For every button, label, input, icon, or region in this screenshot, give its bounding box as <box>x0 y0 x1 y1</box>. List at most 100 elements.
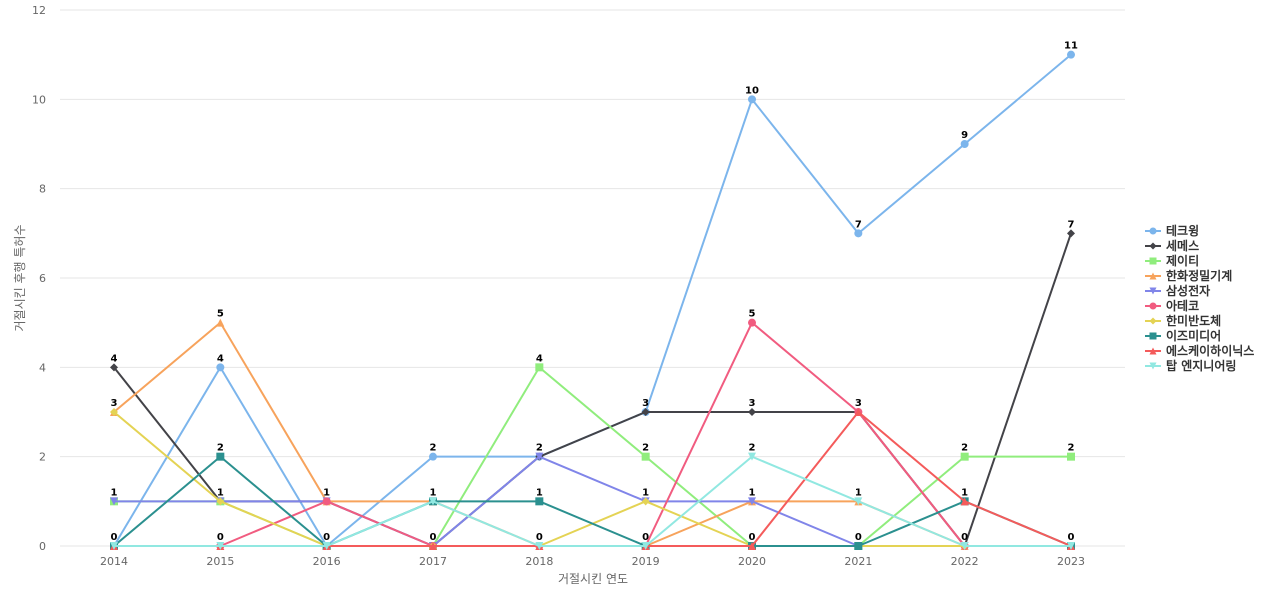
legend-label: 한화정밀기계 <box>1166 268 1232 283</box>
legend-label: 제이티 <box>1166 253 1199 268</box>
data-point-marker <box>1067 542 1075 550</box>
data-label: 0 <box>111 532 118 543</box>
data-label: 2 <box>1068 443 1075 454</box>
data-label: 3 <box>111 398 118 409</box>
y-axis-ticks: 0 2 4 6 8 10 12 <box>32 4 46 553</box>
x-tick-label: 2022 <box>951 555 979 568</box>
data-point-marker <box>429 497 437 506</box>
data-label: 9 <box>961 130 968 141</box>
legend-item[interactable]: 에스케이하이닉스 <box>1145 343 1254 358</box>
data-point-marker <box>216 318 225 327</box>
legend-item[interactable]: 삼성전자 <box>1145 283 1210 298</box>
data-label: 7 <box>1068 219 1075 230</box>
data-label: 5 <box>217 309 224 320</box>
data-point-marker <box>960 452 969 461</box>
data-label: 4 <box>217 353 224 364</box>
data-point-marker <box>216 363 225 372</box>
legend-item[interactable]: 한화정밀기계 <box>1145 268 1232 283</box>
legend-item[interactable]: 테크윙 <box>1145 223 1199 238</box>
legend-item[interactable]: 이즈미디어 <box>1145 328 1221 343</box>
data-label: 1 <box>961 487 968 498</box>
data-label: 0 <box>323 532 330 543</box>
data-point-marker <box>1149 332 1157 340</box>
data-label: 0 <box>430 532 437 543</box>
legend-label: 한미반도체 <box>1166 313 1221 328</box>
data-label: 1 <box>111 487 118 498</box>
data-point-marker <box>535 497 544 506</box>
data-label: 0 <box>749 532 756 543</box>
legend-item[interactable]: 아테코 <box>1145 298 1199 313</box>
x-tick-label: 2014 <box>100 555 128 568</box>
data-point-marker <box>535 452 544 461</box>
legend-item[interactable]: 한미반도체 <box>1145 313 1221 328</box>
data-point-marker <box>854 497 863 506</box>
data-label: 2 <box>749 443 756 454</box>
data-point-marker <box>535 363 544 372</box>
data-label: 0 <box>855 532 862 543</box>
data-point-marker <box>110 497 118 506</box>
data-point-marker <box>110 542 118 550</box>
series-9 <box>110 452 1075 550</box>
data-label: 3 <box>749 398 756 409</box>
data-point-marker <box>960 542 969 550</box>
legend-label: 삼성전자 <box>1166 283 1210 298</box>
data-point-marker <box>1149 272 1157 280</box>
data-label: 1 <box>642 487 649 498</box>
data-point-marker <box>110 408 118 416</box>
data-point-marker <box>1149 317 1157 325</box>
x-tick-label: 2019 <box>632 555 660 568</box>
legend-item[interactable]: 세메스 <box>1145 238 1199 253</box>
data-point-marker <box>1067 452 1075 461</box>
data-label: 3 <box>855 398 862 409</box>
data-label: 0 <box>1068 532 1075 543</box>
y-axis-title: 거절시킨 후행 특허수 <box>12 225 27 332</box>
data-point-marker <box>748 452 756 461</box>
data-point-marker <box>216 542 225 550</box>
data-label: 1 <box>430 487 437 498</box>
data-label: 7 <box>855 219 862 230</box>
data-point-marker <box>748 408 756 416</box>
legend-label: 세메스 <box>1166 238 1199 253</box>
data-point-marker <box>1149 257 1157 265</box>
data-point-marker <box>535 542 544 550</box>
data-point-marker <box>110 363 118 372</box>
data-point-marker <box>1149 302 1157 310</box>
x-axis-ticks: 2014 2015 2016 2017 2018 2019 2020 2021 2022 2023 <box>100 555 1085 568</box>
series-0 <box>110 50 1075 550</box>
data-label: 1 <box>323 487 330 498</box>
data-point-marker <box>748 542 756 550</box>
data-point-marker <box>854 408 863 416</box>
legend-label: 이즈미디어 <box>1166 328 1221 343</box>
legend-label: 탑 엔지니어링 <box>1166 358 1236 373</box>
data-point-marker <box>748 497 756 506</box>
x-axis-title: 거절시킨 연도 <box>558 572 628 586</box>
data-point-marker <box>960 497 969 506</box>
series-line <box>114 455 1071 547</box>
legend: 테크윙세메스제이티한화정밀기계삼성전자아테코한미반도체이즈미디어에스케이하이닉스… <box>1145 223 1254 373</box>
data-label: 10 <box>745 85 759 96</box>
data-point-marker <box>322 497 331 506</box>
legend-item[interactable]: 탑 엔지니어링 <box>1145 358 1236 373</box>
data-point-marker <box>429 452 437 461</box>
data-point-marker <box>641 452 650 461</box>
data-point-marker <box>1149 227 1157 235</box>
data-labels: 4310542101021042103210105321073109210117… <box>111 41 1078 543</box>
data-label: 0 <box>642 532 649 543</box>
data-label: 2 <box>536 443 543 454</box>
data-point-marker <box>216 452 225 461</box>
data-label: 11 <box>1064 41 1078 52</box>
data-label: 1 <box>855 487 862 498</box>
data-label: 5 <box>749 309 756 320</box>
y-tick-label: 2 <box>39 451 46 464</box>
data-label: 4 <box>536 353 543 364</box>
y-tick-label: 10 <box>32 93 46 106</box>
data-label: 0 <box>536 532 543 543</box>
data-label: 1 <box>749 487 756 498</box>
data-label: 3 <box>642 398 649 409</box>
data-point-marker <box>641 497 650 506</box>
x-tick-label: 2015 <box>206 555 234 568</box>
x-tick-label: 2021 <box>844 555 872 568</box>
legend-item[interactable]: 제이티 <box>1145 253 1199 268</box>
data-point-marker <box>1149 347 1157 355</box>
